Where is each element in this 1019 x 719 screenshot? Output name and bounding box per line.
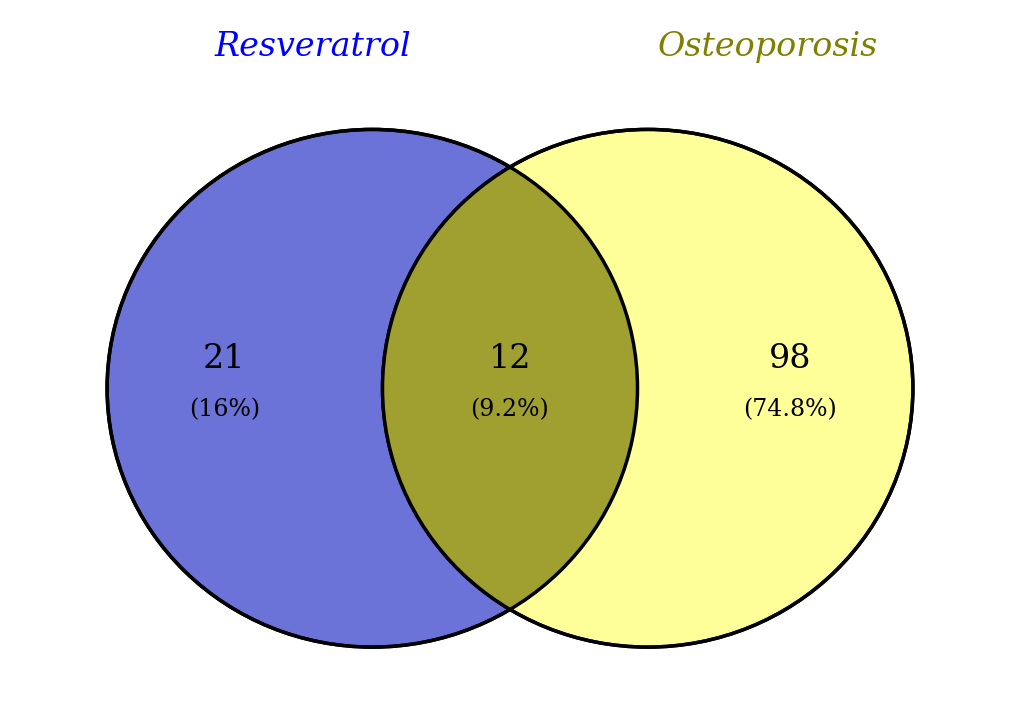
Text: 12: 12 xyxy=(488,344,531,375)
Text: Osteoporosis: Osteoporosis xyxy=(657,31,877,63)
Text: 21: 21 xyxy=(203,344,246,375)
Text: 98: 98 xyxy=(768,344,811,375)
Ellipse shape xyxy=(382,129,912,647)
Text: (9.2%): (9.2%) xyxy=(470,398,549,421)
Text: (16%): (16%) xyxy=(189,398,260,421)
Ellipse shape xyxy=(107,129,637,647)
Ellipse shape xyxy=(107,129,637,647)
Text: Resveratrol: Resveratrol xyxy=(214,31,411,63)
Text: (74.8%): (74.8%) xyxy=(743,398,837,421)
